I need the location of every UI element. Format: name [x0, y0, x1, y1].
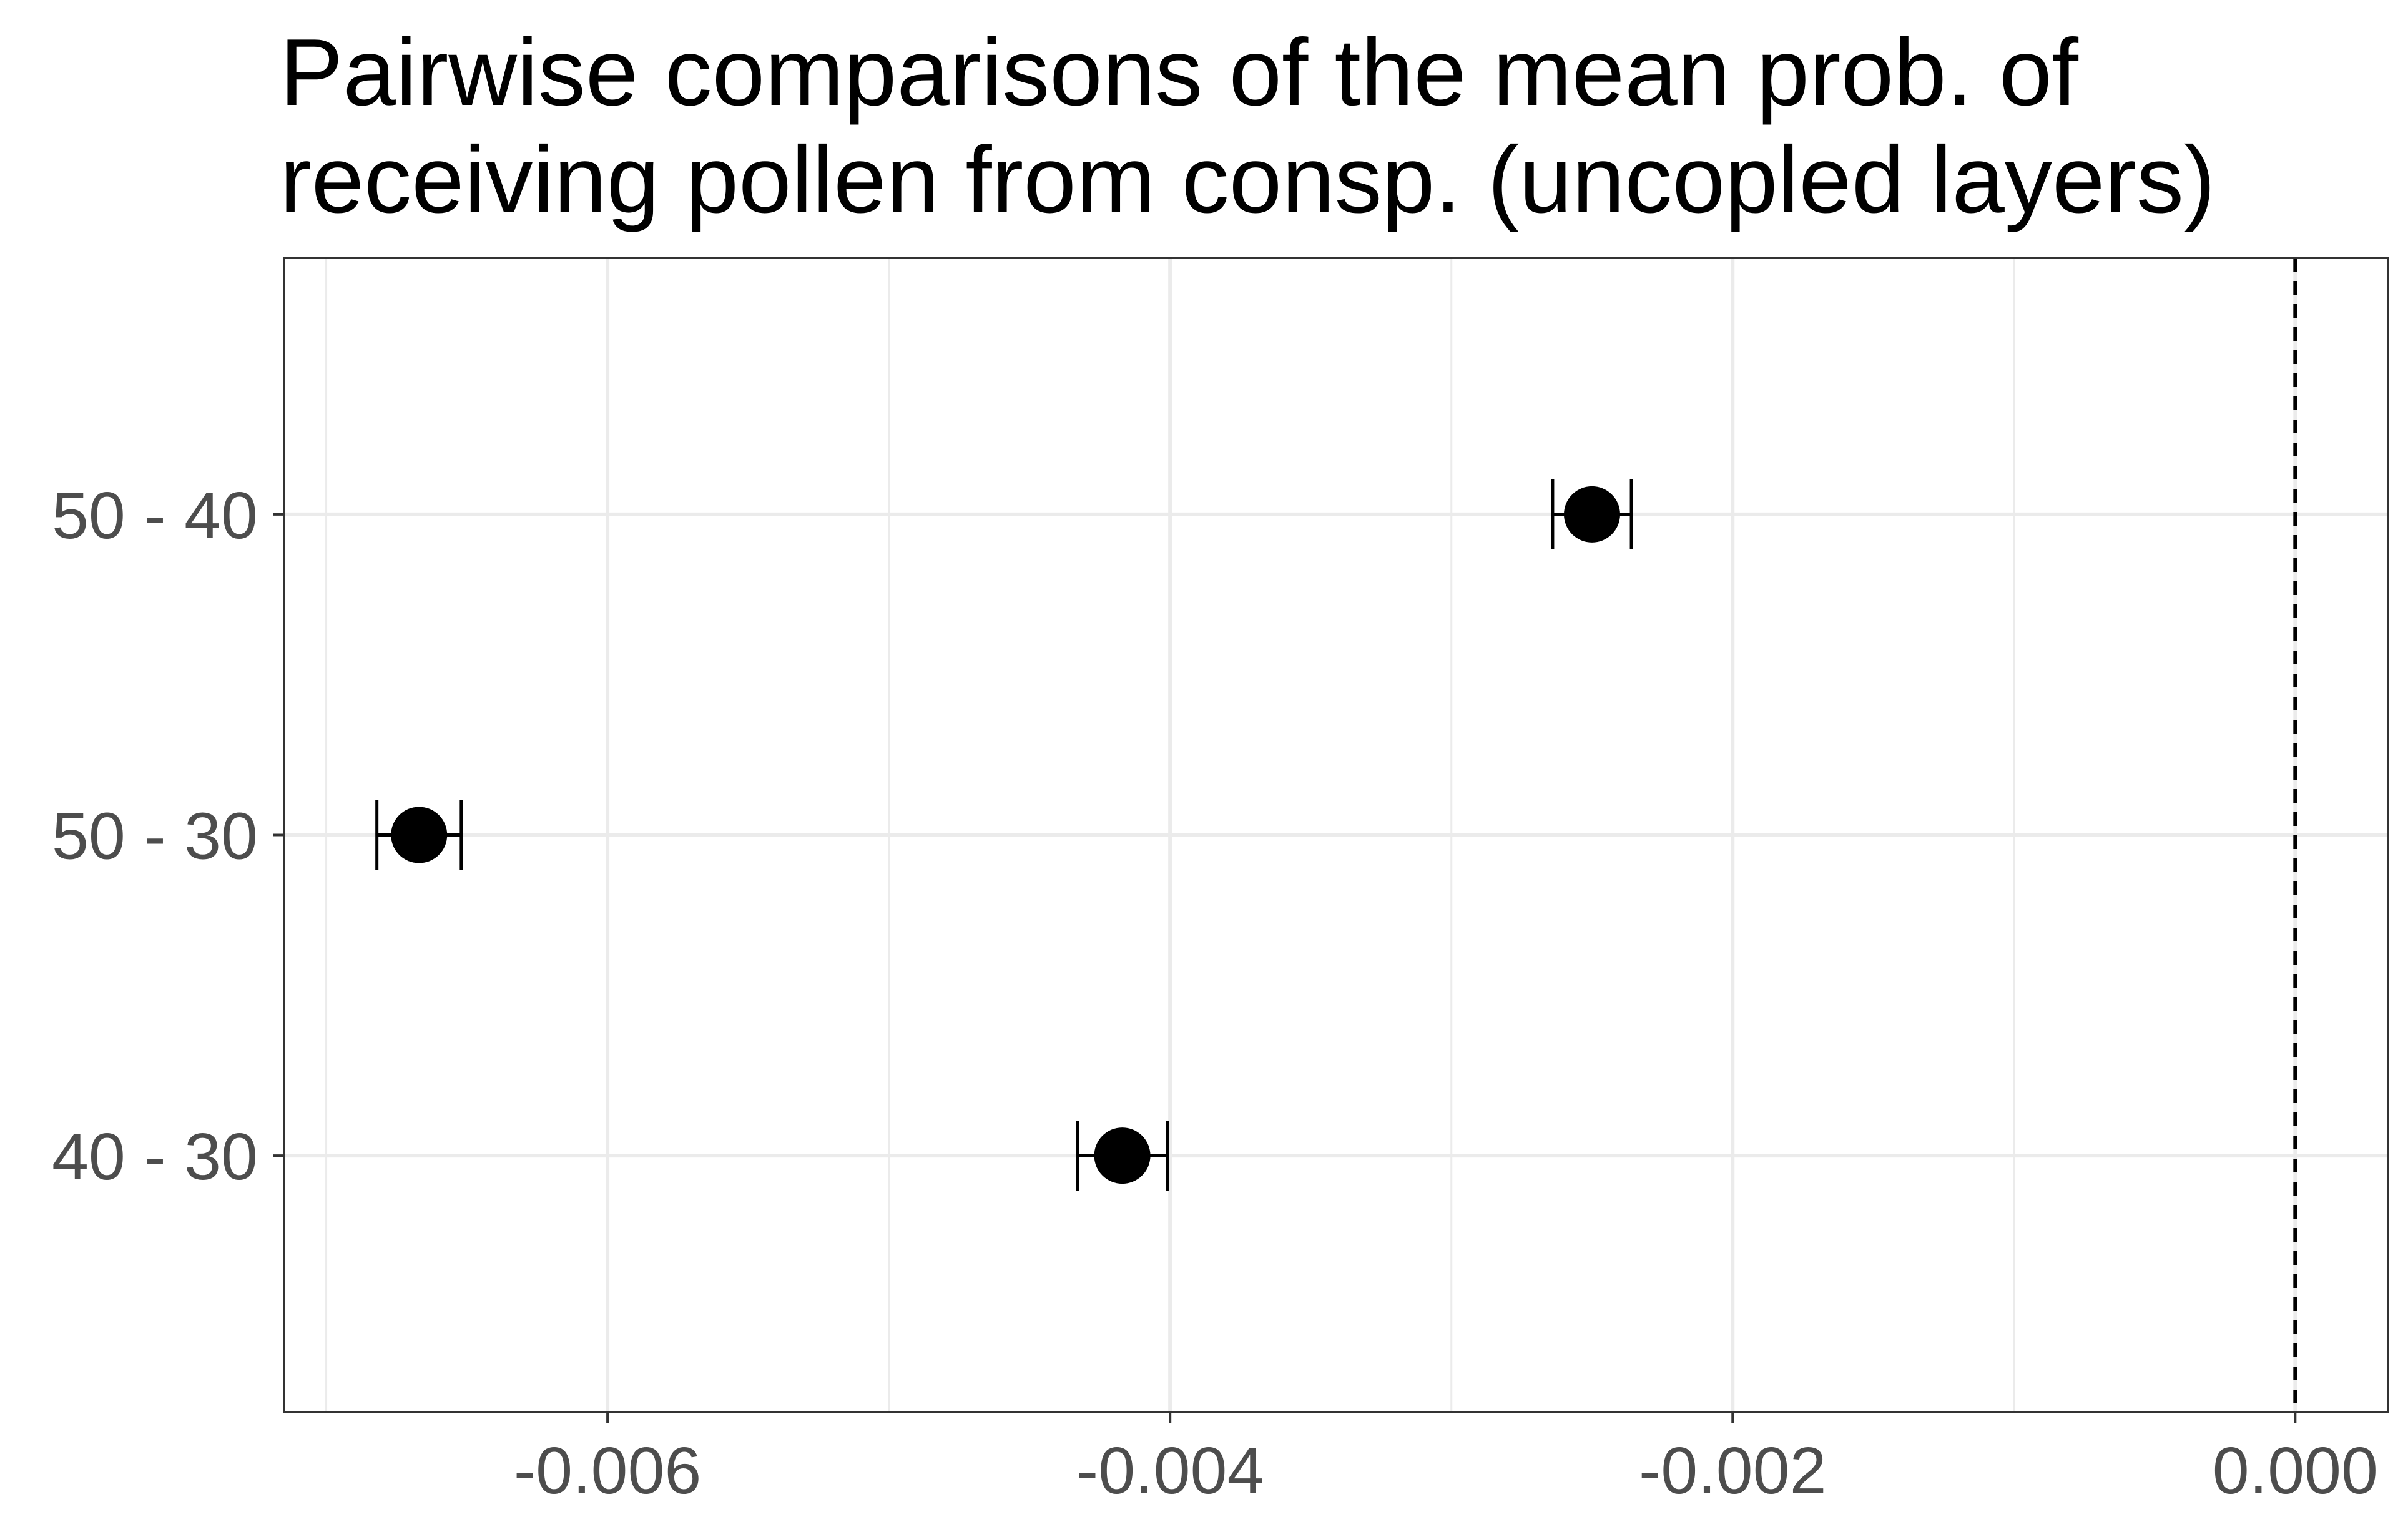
y-tick-label: 40 - 30 [52, 1120, 258, 1194]
x-tick-label: -0.002 [1639, 1434, 1827, 1508]
y-tick-label: 50 - 30 [52, 800, 258, 873]
chart-title-line-2: receiving pollen from consp. (uncopled l… [280, 127, 2216, 233]
data-point [1094, 1127, 1151, 1184]
x-tick-label: -0.004 [1076, 1434, 1264, 1508]
data-point [391, 807, 448, 863]
y-tick-label: 50 - 40 [52, 479, 258, 552]
data-point [1563, 486, 1620, 543]
chart-title-line-1: Pairwise comparisons of the mean prob. o… [280, 19, 2078, 125]
x-tick-label: 0.000 [2213, 1434, 2378, 1508]
x-tick-label: -0.006 [514, 1434, 702, 1508]
chart-title: Pairwise comparisons of the mean prob. o… [280, 19, 2216, 233]
